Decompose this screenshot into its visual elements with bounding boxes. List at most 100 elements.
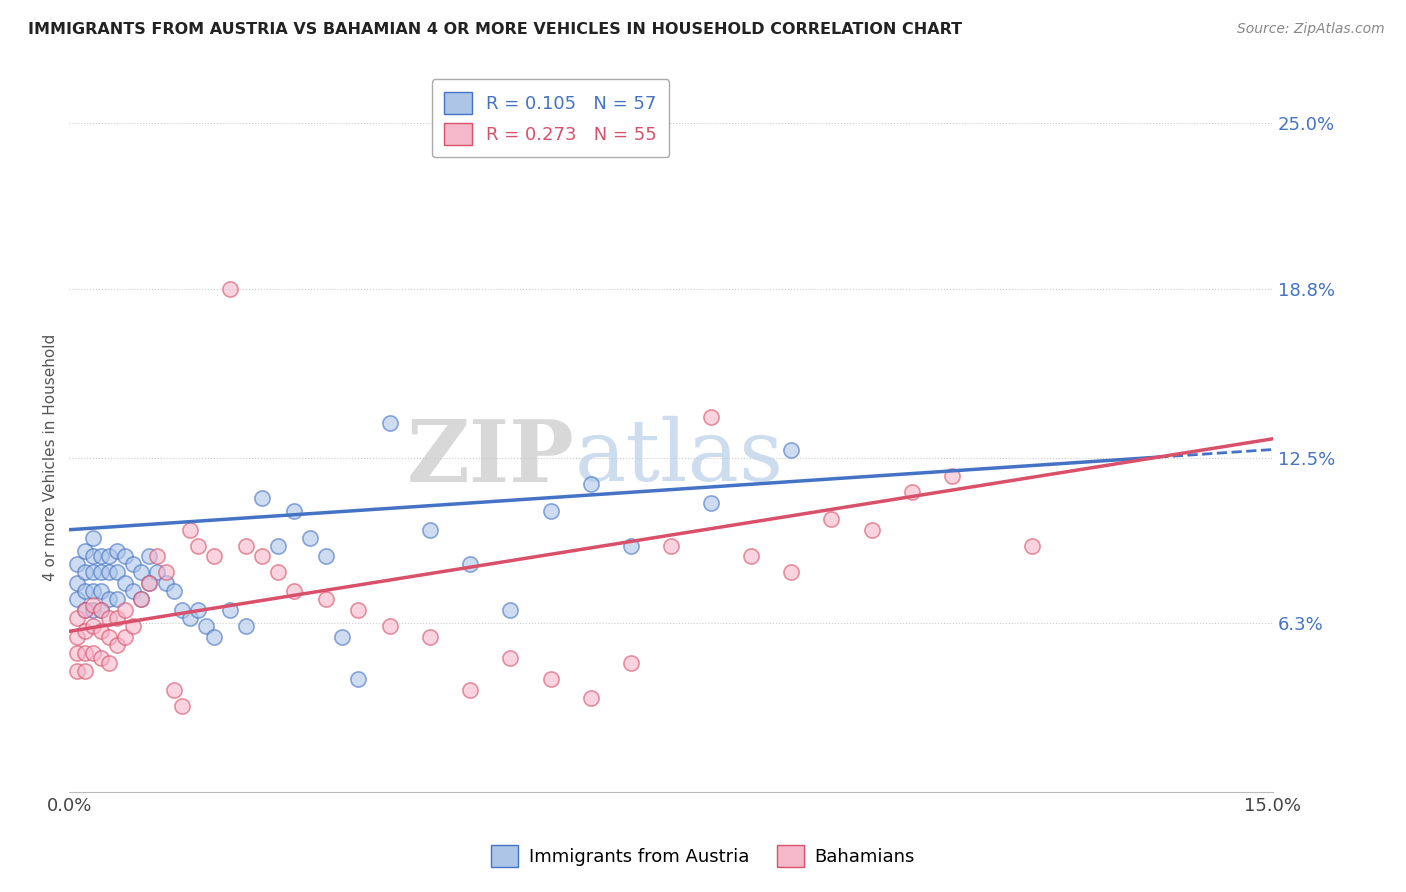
Point xyxy=(419,630,441,644)
Point xyxy=(98,549,121,564)
Point xyxy=(155,576,177,591)
Point xyxy=(114,549,136,564)
Point xyxy=(75,544,97,558)
Point xyxy=(82,619,104,633)
Legend: R = 0.105   N = 57, R = 0.273   N = 55: R = 0.105 N = 57, R = 0.273 N = 55 xyxy=(432,78,669,157)
Point xyxy=(98,566,121,580)
Point xyxy=(179,523,201,537)
Point xyxy=(75,646,97,660)
Point xyxy=(66,630,89,644)
Point xyxy=(499,603,522,617)
Point xyxy=(235,619,257,633)
Point xyxy=(780,566,803,580)
Point xyxy=(170,603,193,617)
Point xyxy=(267,566,290,580)
Point xyxy=(1021,539,1043,553)
Point xyxy=(138,549,160,564)
Point xyxy=(250,549,273,564)
Point xyxy=(780,442,803,457)
Point xyxy=(146,549,169,564)
Point xyxy=(82,584,104,599)
Point xyxy=(620,539,643,553)
Point xyxy=(98,592,121,607)
Point xyxy=(155,566,177,580)
Point xyxy=(114,576,136,591)
Point xyxy=(138,576,160,591)
Point xyxy=(267,539,290,553)
Point xyxy=(218,603,240,617)
Point xyxy=(283,584,305,599)
Point xyxy=(75,603,97,617)
Point xyxy=(66,558,89,572)
Point xyxy=(131,592,153,607)
Point xyxy=(131,566,153,580)
Point xyxy=(315,592,337,607)
Point xyxy=(66,611,89,625)
Point xyxy=(378,416,401,430)
Point xyxy=(98,611,121,625)
Legend: Immigrants from Austria, Bahamians: Immigrants from Austria, Bahamians xyxy=(484,838,922,874)
Point xyxy=(250,491,273,505)
Point xyxy=(298,531,321,545)
Point xyxy=(540,673,562,687)
Point xyxy=(170,699,193,714)
Point xyxy=(75,603,97,617)
Point xyxy=(138,576,160,591)
Text: atlas: atlas xyxy=(575,416,783,500)
Point xyxy=(146,566,169,580)
Text: ZIP: ZIP xyxy=(406,416,575,500)
Point xyxy=(82,598,104,612)
Point xyxy=(105,611,128,625)
Point xyxy=(179,611,201,625)
Point xyxy=(66,592,89,607)
Point xyxy=(90,651,112,665)
Point xyxy=(941,469,963,483)
Point xyxy=(105,592,128,607)
Point xyxy=(82,566,104,580)
Point xyxy=(659,539,682,553)
Point xyxy=(75,665,97,679)
Point xyxy=(579,691,602,706)
Point xyxy=(202,549,225,564)
Point xyxy=(330,630,353,644)
Point xyxy=(218,282,240,296)
Point xyxy=(820,512,842,526)
Point xyxy=(122,558,145,572)
Point xyxy=(235,539,257,553)
Point xyxy=(82,549,104,564)
Point xyxy=(860,523,883,537)
Point xyxy=(419,523,441,537)
Point xyxy=(700,410,723,425)
Point xyxy=(75,584,97,599)
Point xyxy=(579,477,602,491)
Text: Source: ZipAtlas.com: Source: ZipAtlas.com xyxy=(1237,22,1385,37)
Point xyxy=(66,665,89,679)
Point xyxy=(66,646,89,660)
Point xyxy=(82,531,104,545)
Point xyxy=(347,673,370,687)
Point xyxy=(75,624,97,639)
Point xyxy=(114,630,136,644)
Text: IMMIGRANTS FROM AUSTRIA VS BAHAMIAN 4 OR MORE VEHICLES IN HOUSEHOLD CORRELATION : IMMIGRANTS FROM AUSTRIA VS BAHAMIAN 4 OR… xyxy=(28,22,962,37)
Point xyxy=(90,549,112,564)
Point xyxy=(162,584,184,599)
Point xyxy=(98,657,121,671)
Point xyxy=(460,558,482,572)
Y-axis label: 4 or more Vehicles in Household: 4 or more Vehicles in Household xyxy=(44,334,58,582)
Point xyxy=(105,566,128,580)
Point xyxy=(194,619,217,633)
Point xyxy=(82,646,104,660)
Point xyxy=(283,504,305,518)
Point xyxy=(378,619,401,633)
Point xyxy=(740,549,762,564)
Point xyxy=(90,603,112,617)
Point xyxy=(499,651,522,665)
Point xyxy=(620,657,643,671)
Point xyxy=(105,544,128,558)
Point xyxy=(114,603,136,617)
Point xyxy=(90,584,112,599)
Point xyxy=(131,592,153,607)
Point xyxy=(202,630,225,644)
Point xyxy=(187,603,209,617)
Point xyxy=(90,624,112,639)
